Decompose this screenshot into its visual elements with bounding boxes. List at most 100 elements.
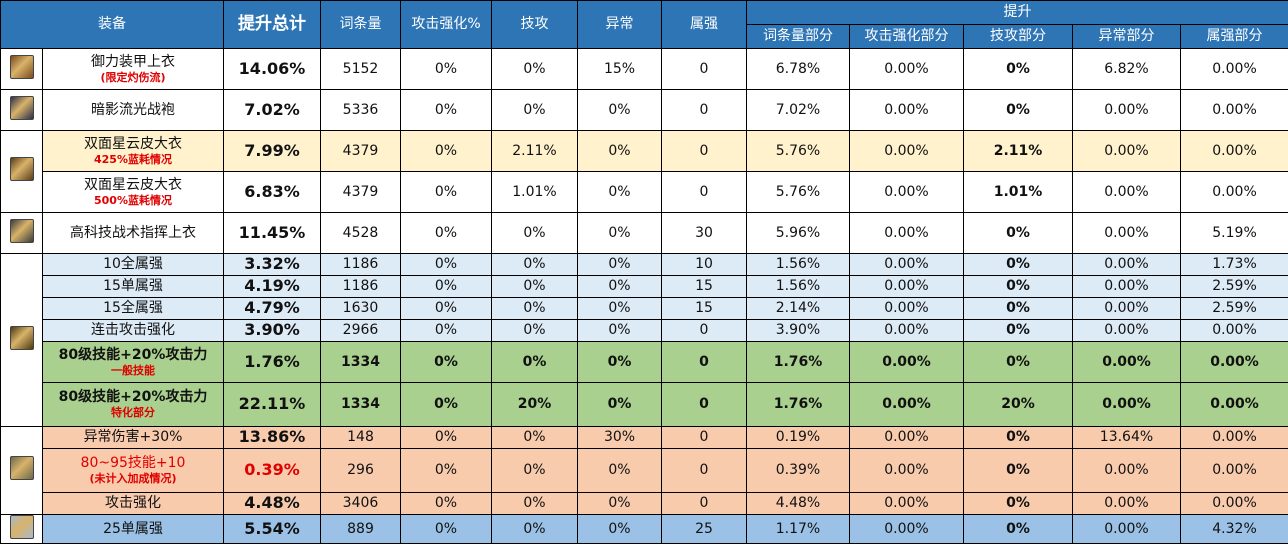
header-atk-boost: 攻击强化% <box>400 0 492 49</box>
atk-boost-value: 0% <box>400 130 492 172</box>
item-name-cell: 80~95技能+10 (未计入加成情况) <box>42 448 224 493</box>
icon-cell <box>0 513 43 545</box>
skill-atk-part-value: 0% <box>963 513 1073 545</box>
element-part-value: 0.00% <box>1179 382 1288 427</box>
total-value: 6.83% <box>223 171 321 213</box>
skill-atk-value: 0% <box>491 426 578 449</box>
atk-boost-part-value: 0.00% <box>849 130 964 172</box>
total-value: 4.48% <box>223 492 321 515</box>
entries-part-value: 5.76% <box>746 130 850 172</box>
icon-cell <box>0 48 43 90</box>
atk-boost-part-value: 0.00% <box>849 89 964 131</box>
atk-boost-part-value: 0.00% <box>849 212 964 254</box>
element-part-value: 0.00% <box>1179 319 1288 342</box>
skill-atk-value: 2.11% <box>491 130 578 172</box>
atk-boost-value: 0% <box>400 171 492 213</box>
item-name-cell: 连击攻击强化 <box>42 319 224 342</box>
header-abnormal: 异常 <box>577 0 662 49</box>
abnormal-part-value: 0.00% <box>1072 171 1181 213</box>
total-value: 5.54% <box>223 513 321 545</box>
entries-value: 296 <box>320 448 401 493</box>
entries-value: 5336 <box>320 89 401 131</box>
header-skill-atk: 技攻 <box>491 0 578 49</box>
total-value: 7.99% <box>223 130 321 172</box>
atk-boost-value: 0% <box>400 89 492 131</box>
skill-atk-part-value: 0% <box>963 89 1073 131</box>
element-part-value: 0.00% <box>1179 89 1288 131</box>
item-name-cell: 双面星云皮大衣 425%蓝耗情况 <box>42 130 224 172</box>
skill-atk-value: 0% <box>491 492 578 515</box>
belt-icon <box>9 325 34 350</box>
item-name: 高科技战术指挥上衣 <box>70 224 196 241</box>
atk-boost-part-value: 0.00% <box>849 253 964 276</box>
abnormal-value: 0% <box>577 382 662 427</box>
item-name-cell: 15全属强 <box>42 297 224 320</box>
atk-boost-value: 0% <box>400 253 492 276</box>
header-improve: 提升 <box>745 0 1288 25</box>
tactical-jacket-icon <box>9 218 34 243</box>
abnormal-part-value: 0.00% <box>1072 382 1181 427</box>
abnormal-value: 0% <box>577 492 662 515</box>
element-value: 0 <box>661 426 747 449</box>
entries-part-value: 2.14% <box>746 297 850 320</box>
element-value: 0 <box>661 48 747 90</box>
skill-atk-part-value: 0% <box>963 48 1073 90</box>
header-equipment: 装备 <box>0 0 224 49</box>
skill-atk-value: 0% <box>491 341 578 383</box>
skill-atk-part-value: 0% <box>963 492 1073 515</box>
item-name: 双面星云皮大衣 <box>84 176 182 193</box>
atk-boost-value: 0% <box>400 319 492 342</box>
total-value: 14.06% <box>223 48 321 90</box>
entries-part-value: 1.76% <box>746 341 850 383</box>
skill-atk-value: 0% <box>491 513 578 545</box>
abnormal-part-value: 0.00% <box>1072 341 1181 383</box>
entries-value: 1630 <box>320 297 401 320</box>
item-name: 15单属强 <box>103 278 163 295</box>
element-value: 0 <box>661 382 747 427</box>
skill-atk-part-value: 0% <box>963 341 1073 383</box>
abnormal-value: 0% <box>577 297 662 320</box>
item-name: 连击攻击强化 <box>91 322 175 339</box>
item-note: (未计入加成情况) <box>89 472 177 486</box>
item-name-cell: 暗影流光战袍 <box>42 89 224 131</box>
abnormal-part-value: 0.00% <box>1072 253 1181 276</box>
abnormal-part-value: 0.00% <box>1072 319 1181 342</box>
item-name-cell: 双面星云皮大衣 500%蓝耗情况 <box>42 171 224 213</box>
element-part-value: 2.59% <box>1179 297 1288 320</box>
abnormal-part-value: 0.00% <box>1072 297 1181 320</box>
abnormal-part-value: 13.64% <box>1072 426 1181 449</box>
header-abnormal-part: 异常部分 <box>1072 24 1181 49</box>
icon-cell <box>0 89 43 131</box>
item-name: 25单属强 <box>103 521 163 537</box>
nebula-coat-icon <box>9 157 34 182</box>
entries-value: 1334 <box>320 341 401 383</box>
skill-atk-value: 0% <box>491 319 578 342</box>
atk-boost-part-value: 0.00% <box>849 275 964 298</box>
table-row: 80~95技能+10 (未计入加成情况) 0.39% 296 0% 0% 0% 0 0.39% 0… <box>0 448 1288 493</box>
entries-part-value: 1.56% <box>746 275 850 298</box>
total-value: 13.86% <box>223 426 321 449</box>
skill-atk-part-value: 20% <box>963 382 1073 427</box>
abnormal-value: 0% <box>577 513 662 545</box>
entries-part-value: 1.17% <box>746 513 850 545</box>
entries-value: 4379 <box>320 171 401 213</box>
item-name-cell: 御力装甲上衣 (限定灼伤流) <box>42 48 224 90</box>
total-value: 1.76% <box>223 341 321 383</box>
atk-boost-value: 0% <box>400 382 492 427</box>
entries-value: 2966 <box>320 319 401 342</box>
skill-atk-part-value: 0% <box>963 275 1073 298</box>
skill-atk-value: 1.01% <box>491 171 578 213</box>
skill-atk-value: 0% <box>491 448 578 493</box>
table-row: 80级技能+20%攻击力 一般技能 1.76% 1334 0% 0% 0% 0 1.76% 0.0… <box>0 341 1288 383</box>
atk-boost-part-value: 0.00% <box>849 171 964 213</box>
table-row: 连击攻击强化 3.90% 2966 0% 0% 0% 0 3.90% 0.00% 0% 0.00% 0… <box>0 319 1288 342</box>
table-row: 80级技能+20%攻击力 特化部分 22.11% 1334 0% 20% 0% 0 1.76% 0… <box>0 382 1288 427</box>
element-value: 10 <box>661 253 747 276</box>
abnormal-part-value: 6.82% <box>1072 48 1181 90</box>
icon-cell <box>0 253 43 427</box>
skill-atk-value: 0% <box>491 297 578 320</box>
header-entries-part: 词条量部分 <box>746 24 850 49</box>
skill-atk-value: 0% <box>491 89 578 131</box>
element-value: 30 <box>661 212 747 254</box>
entries-part-value: 0.19% <box>746 426 850 449</box>
